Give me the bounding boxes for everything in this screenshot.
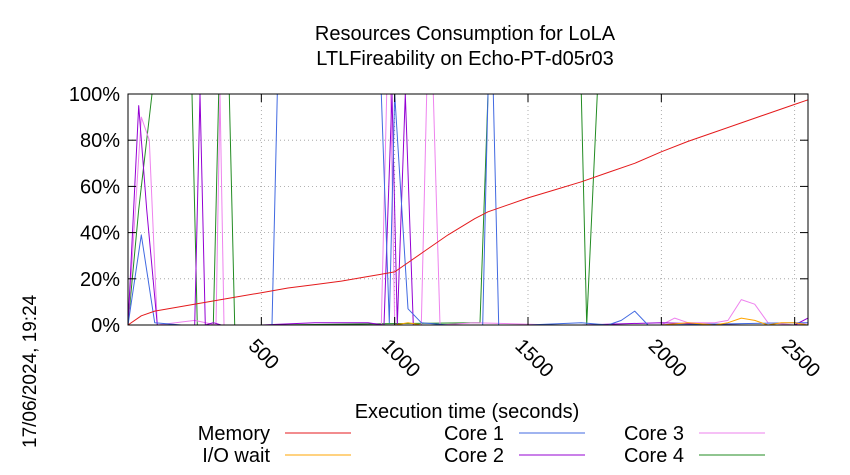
series-line-core-4 <box>127 93 808 326</box>
x-tick-label: 1500 <box>510 335 557 382</box>
legend-label-core-3: Core 3 <box>624 423 684 445</box>
plot-frame <box>127 93 809 326</box>
series-group <box>127 93 809 326</box>
grid-lines <box>128 94 808 325</box>
timestamp: 17/06/2024, 19:24 <box>20 294 41 448</box>
y-tick-label: 0% <box>91 315 120 337</box>
y-tick-label: 20% <box>80 269 120 291</box>
x-axis-label: Execution time (seconds) <box>355 401 580 423</box>
x-tick-label: 1000 <box>377 335 424 382</box>
y-tick-label: 60% <box>80 176 120 198</box>
axis-ticks: 0% 20% 40% 60% 80% 100% 500 1000 1500 2000 2500 <box>69 84 824 382</box>
legend-label-i-o-wait: I/O wait <box>202 445 270 467</box>
chart-title-line1: Resources Consumption for LoLA <box>315 23 616 45</box>
legend-label-core-2: Core 2 <box>444 445 504 467</box>
series-line-i-o-wait <box>128 317 809 326</box>
y-tick-label: 40% <box>80 223 120 245</box>
series-line-memory <box>127 99 809 326</box>
x-tick-label: 2500 <box>777 335 824 382</box>
y-tick-label: 80% <box>80 130 120 152</box>
legend-label-memory: Memory <box>198 423 270 445</box>
legend-label-core-1: Core 1 <box>444 423 504 445</box>
series-line-core-3 <box>127 93 809 326</box>
chart-title-line2: LTLFireability on Echo-PT-d05r03 <box>316 48 614 70</box>
x-tick-label: 500 <box>244 335 283 374</box>
legend-label-core-4: Core 4 <box>624 445 684 467</box>
x-tick-label: 2000 <box>644 335 691 382</box>
y-tick-label: 100% <box>69 84 120 106</box>
